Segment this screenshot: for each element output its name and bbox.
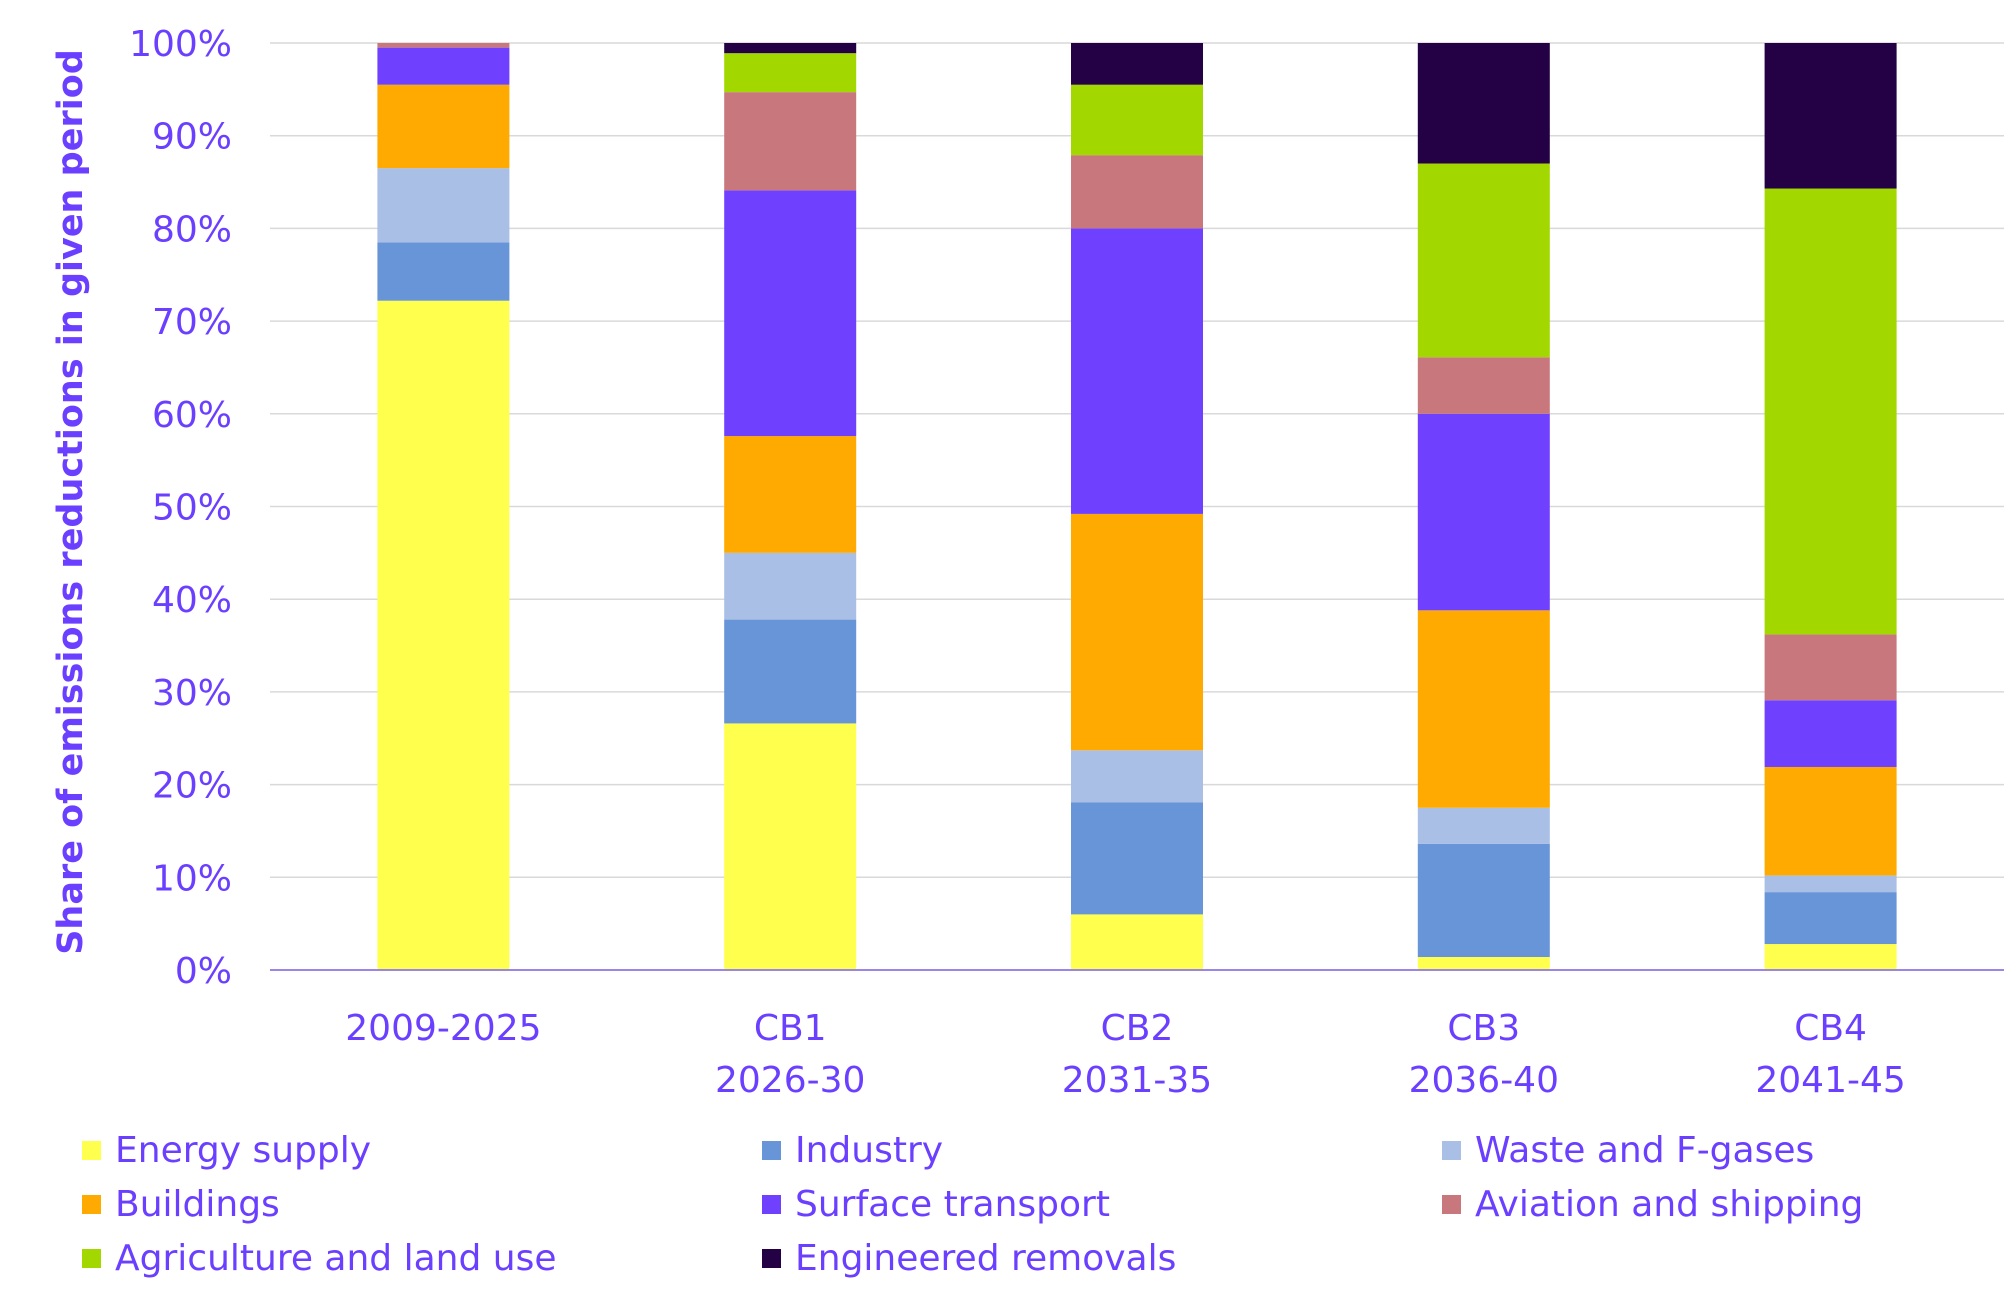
x-tick-label: CB2 <box>1101 1008 1174 1049</box>
y-tick-label: 40% <box>152 580 232 621</box>
bar-segment-waste-and-f-gases <box>1764 875 1897 893</box>
bar-segment-aviation-and-shipping <box>724 92 857 191</box>
y-tick-label: 50% <box>152 488 232 529</box>
y-tick-label: 90% <box>152 117 232 158</box>
legend-swatch <box>762 1141 781 1160</box>
bar-segment-buildings <box>377 84 510 169</box>
legend-label: Waste and F-gases <box>1475 1130 1814 1171</box>
bar-segment-buildings <box>724 436 857 553</box>
bar-segment-energy-supply <box>724 723 857 970</box>
x-tick-label-period: 2041-45 <box>1755 1060 1905 1101</box>
y-tick-label: 30% <box>152 673 232 714</box>
legend-swatch <box>82 1141 101 1160</box>
y-tick-label: 100% <box>129 24 232 65</box>
bar-segment-aviation-and-shipping <box>1417 357 1550 414</box>
bar-segment-surface-transport <box>724 190 857 437</box>
y-tick-label: 10% <box>152 858 232 899</box>
x-tick-label: CB1 <box>754 1008 827 1049</box>
legend-label: Buildings <box>115 1184 280 1225</box>
legend-label: Agriculture and land use <box>115 1238 557 1279</box>
legend-swatch <box>82 1195 101 1214</box>
bar-segment-buildings <box>1417 610 1550 808</box>
bar-segment-energy-supply <box>1764 944 1897 970</box>
x-tick-label-period: 2026-30 <box>715 1060 865 1101</box>
bar-segment-engineered-removals <box>1071 43 1203 85</box>
legend-swatch <box>762 1195 781 1214</box>
bar-segment-agriculture-and-land-use <box>1071 84 1203 156</box>
legend-label: Surface transport <box>795 1184 1110 1225</box>
bar-segment-surface-transport <box>377 47 510 85</box>
axes: 0% 10% 20% 30% 40% 50% 60% 70% 80% 90% 100% 2009-20… <box>129 24 2004 1101</box>
bar-segment-engineered-removals <box>1764 43 1897 189</box>
legend-swatch <box>1442 1141 1461 1160</box>
legend-label: Energy supply <box>115 1130 371 1171</box>
bar-segment-surface-transport <box>1417 413 1550 611</box>
x-tick-label-period: 2031-35 <box>1062 1060 1212 1101</box>
bar-segment-aviation-and-shipping <box>377 43 510 48</box>
bar-segment-industry <box>1417 843 1550 958</box>
legend-swatch <box>762 1249 781 1268</box>
bar-segment-agriculture-and-land-use <box>1764 188 1897 635</box>
bar-segment-industry <box>1764 892 1897 945</box>
bar-segment-energy-supply <box>1417 957 1550 970</box>
bar-segment-agriculture-and-land-use <box>724 53 857 93</box>
bar-segment-surface-transport <box>1071 228 1203 514</box>
x-tick-label-period: 2036-40 <box>1409 1060 1559 1101</box>
legend-swatch <box>1442 1195 1461 1214</box>
y-tick-label: 0% <box>175 951 232 992</box>
bar-segment-engineered-removals <box>1417 43 1550 164</box>
bar-segment-agriculture-and-land-use <box>1417 163 1550 358</box>
bar-segment-industry <box>724 619 857 724</box>
legend-label: Engineered removals <box>795 1238 1176 1279</box>
y-tick-label: 60% <box>152 395 232 436</box>
bar-segment-surface-transport <box>1764 700 1897 767</box>
bar-segment-waste-and-f-gases <box>1071 750 1203 803</box>
bar-segment-aviation-and-shipping <box>1071 155 1203 229</box>
bar-segment-engineered-removals <box>724 43 857 54</box>
bar-segment-waste-and-f-gases <box>724 552 857 620</box>
bar-segment-industry <box>1071 802 1203 915</box>
legend: Energy supply Industry Waste and F-gases Bu… <box>82 1130 1863 1279</box>
legend-label: Industry <box>795 1130 943 1171</box>
bar-segment-aviation-and-shipping <box>1764 634 1897 701</box>
bar-segment-buildings <box>1764 766 1897 876</box>
y-tick-label: 70% <box>152 302 232 343</box>
legend-label: Aviation and shipping <box>1475 1184 1863 1225</box>
x-tick-label: 2009-2025 <box>345 1008 541 1049</box>
y-tick-label: 20% <box>152 766 232 807</box>
bar-segment-energy-supply <box>1071 914 1203 970</box>
x-tick-label: CB4 <box>1794 1008 1867 1049</box>
bar-segment-buildings <box>1071 513 1203 751</box>
x-tick-label: CB3 <box>1447 1008 1520 1049</box>
y-tick-label: 80% <box>152 209 232 250</box>
bar-segment-industry <box>377 242 510 301</box>
y-axis-title: Share of emissions reductions in given p… <box>51 49 91 955</box>
bar-segment-waste-and-f-gases <box>1417 807 1550 844</box>
bars <box>377 43 1897 970</box>
bar-segment-waste-and-f-gases <box>377 168 510 243</box>
legend-swatch <box>82 1249 101 1268</box>
bar-segment-energy-supply <box>377 300 510 970</box>
